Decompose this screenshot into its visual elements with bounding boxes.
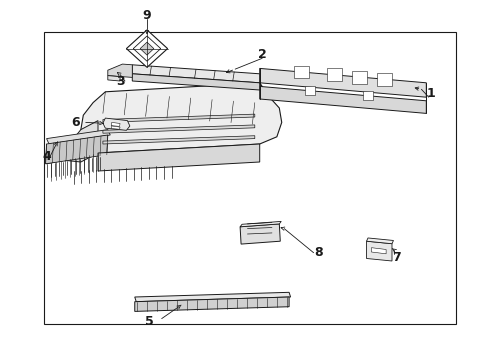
Polygon shape: [47, 130, 110, 144]
Polygon shape: [98, 144, 260, 171]
Text: 7: 7: [392, 251, 401, 264]
Polygon shape: [367, 238, 393, 244]
Polygon shape: [46, 121, 98, 164]
Bar: [44, 32, 456, 324]
Polygon shape: [260, 68, 426, 97]
Text: 3: 3: [116, 75, 124, 87]
Polygon shape: [46, 135, 108, 164]
Polygon shape: [135, 297, 289, 311]
Polygon shape: [108, 64, 132, 77]
Text: 9: 9: [143, 9, 151, 22]
Polygon shape: [111, 126, 120, 129]
Polygon shape: [133, 36, 161, 61]
Polygon shape: [126, 30, 168, 67]
Polygon shape: [240, 224, 280, 244]
Polygon shape: [294, 66, 309, 78]
Text: 6: 6: [72, 116, 80, 129]
Polygon shape: [108, 76, 120, 81]
Polygon shape: [132, 65, 260, 83]
Text: 1: 1: [427, 87, 436, 100]
Polygon shape: [352, 71, 367, 84]
Polygon shape: [367, 241, 392, 261]
Text: 4: 4: [42, 150, 51, 163]
Polygon shape: [260, 86, 426, 113]
Polygon shape: [111, 122, 120, 126]
Polygon shape: [240, 221, 281, 227]
Polygon shape: [103, 125, 255, 133]
Polygon shape: [103, 114, 255, 122]
Polygon shape: [371, 248, 386, 254]
Text: 8: 8: [314, 246, 323, 259]
Polygon shape: [327, 68, 342, 81]
Polygon shape: [81, 83, 282, 153]
Polygon shape: [103, 118, 130, 130]
Polygon shape: [103, 136, 255, 144]
Polygon shape: [305, 86, 315, 95]
Polygon shape: [132, 74, 260, 90]
Polygon shape: [140, 42, 154, 55]
Polygon shape: [377, 73, 392, 86]
Text: 5: 5: [145, 315, 154, 328]
Text: 2: 2: [258, 48, 267, 61]
Polygon shape: [363, 91, 373, 100]
Polygon shape: [135, 292, 291, 302]
